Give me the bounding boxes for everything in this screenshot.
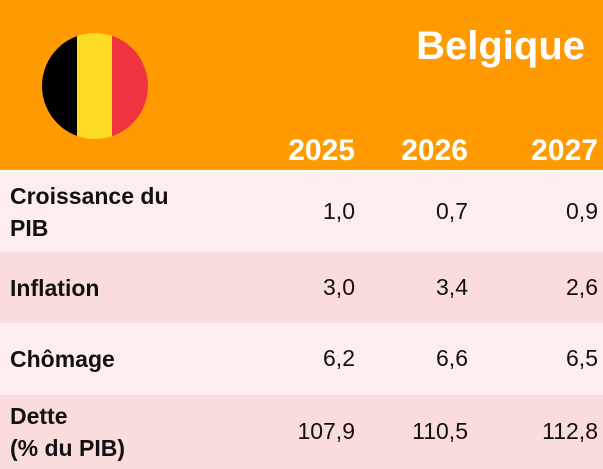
cell-value: 3,0 xyxy=(323,273,355,300)
cell-value: 1,0 xyxy=(323,198,355,224)
cell-value: 6,5 xyxy=(566,345,598,371)
cell-value: 6,6 xyxy=(436,345,468,371)
cell-value: 112,8 xyxy=(542,418,598,444)
year-header: 2026 xyxy=(401,134,468,167)
flag xyxy=(42,33,148,139)
cell-value: 3,4 xyxy=(436,273,468,300)
label-line: Dette xyxy=(10,403,68,429)
label-line: Chômage xyxy=(10,346,115,372)
cell-value: 110,5 xyxy=(412,418,468,444)
title: Belgique xyxy=(416,24,585,68)
label-line: Inflation xyxy=(10,274,100,301)
cell-value: 0,7 xyxy=(436,198,468,224)
cell-value: 107,9 xyxy=(297,418,355,444)
cell-value: 0,9 xyxy=(566,198,598,224)
table-row: Croissance du PIB 1,0 0,7 0,9 xyxy=(0,172,603,252)
row-label: Croissance du PIB xyxy=(10,180,169,244)
label-line: PIB xyxy=(10,215,49,241)
row-label: Chômage xyxy=(10,343,115,375)
row-label: Inflation xyxy=(10,272,99,304)
header: Belgique 2025 2026 2027 xyxy=(0,0,603,170)
table-row: Chômage 6,2 6,6 6,5 xyxy=(0,323,603,395)
label-line: Croissance du xyxy=(10,183,169,209)
year-header: 2025 xyxy=(288,134,355,167)
row-label: Dette (% du PIB) xyxy=(10,400,125,464)
cell-value: 2,6 xyxy=(566,273,598,300)
label-line: (% du PIB) xyxy=(10,435,125,461)
cell-value: 6,2 xyxy=(323,345,355,371)
table-row: Dette (% du PIB) 107,9 110,5 112,8 xyxy=(0,395,603,469)
year-header: 2027 xyxy=(531,134,598,167)
table-row: Inflation 3,0 3,4 2,6 xyxy=(0,252,603,323)
